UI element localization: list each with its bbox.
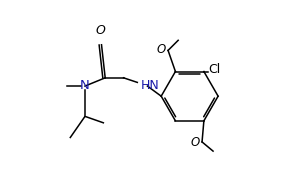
Text: HN: HN: [141, 79, 160, 92]
Text: Cl: Cl: [208, 63, 221, 76]
Text: O: O: [191, 136, 200, 149]
Text: N: N: [80, 79, 90, 92]
Text: O: O: [157, 43, 166, 56]
Text: methoxy: methoxy: [159, 29, 199, 38]
Text: O: O: [96, 24, 105, 37]
